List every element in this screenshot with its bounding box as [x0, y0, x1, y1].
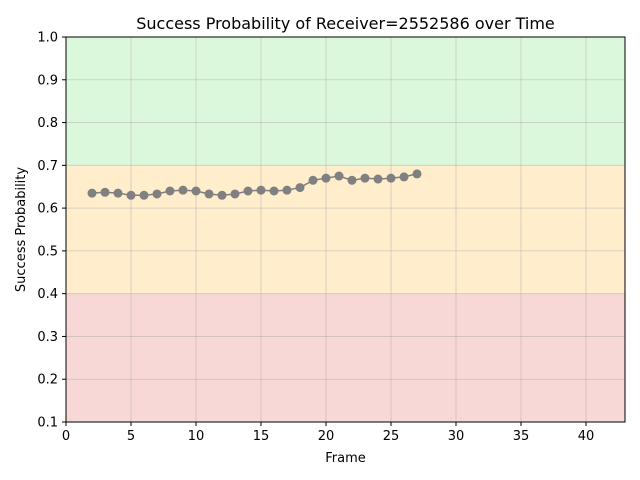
data-point	[191, 186, 201, 196]
data-point	[321, 173, 331, 183]
data-point	[230, 189, 240, 199]
y-tick-label: 0.1	[37, 416, 58, 431]
y-tick-label: 0.7	[37, 159, 58, 174]
data-point	[139, 190, 149, 200]
data-point	[152, 189, 162, 199]
x-axis-label: Frame	[325, 451, 366, 466]
data-point	[360, 173, 370, 183]
data-point	[269, 186, 279, 196]
y-tick-label: 0.8	[37, 116, 58, 131]
data-point	[243, 186, 253, 196]
y-axis-label: Success Probability	[14, 167, 29, 292]
chart-title: Success Probability of Receiver=2552586 …	[136, 14, 555, 33]
x-tick-label: 10	[188, 429, 205, 444]
band-0	[66, 293, 625, 422]
data-point	[334, 171, 344, 181]
data-point	[178, 185, 188, 195]
series-layer	[87, 169, 422, 200]
probability-bands	[66, 37, 625, 422]
x-tick-label: 25	[383, 429, 400, 444]
data-point	[87, 188, 97, 198]
y-tick-label: 0.4	[37, 287, 58, 302]
data-point	[204, 189, 214, 199]
y-tick-label: 1.0	[37, 31, 58, 46]
x-tick-label: 15	[253, 429, 270, 444]
x-tick-label: 40	[578, 429, 595, 444]
data-point	[165, 186, 175, 196]
band-2	[66, 37, 625, 166]
x-tick-label: 0	[62, 429, 70, 444]
x-tick-label: 35	[513, 429, 530, 444]
y-axis-ticks: 0.1 0.2 0.3 0.4 0.5 0.6 0.7 0.8 0.9 1.0	[37, 31, 66, 431]
y-tick-label: 0.5	[37, 244, 58, 259]
y-tick-label: 0.6	[37, 202, 58, 217]
gridlines	[65, 36, 625, 423]
y-tick-label: 0.2	[37, 373, 58, 388]
x-axis-ticks: 0 5 10 15 20 25 30 35 40	[62, 422, 594, 444]
data-point	[308, 175, 318, 185]
data-point	[282, 185, 292, 195]
data-point	[399, 172, 409, 182]
data-point	[347, 175, 357, 185]
data-point	[113, 188, 123, 198]
x-tick-label: 20	[318, 429, 335, 444]
data-point	[295, 183, 305, 193]
plot-frame	[65, 36, 626, 423]
data-point	[386, 173, 396, 183]
y-tick-label: 0.3	[37, 330, 58, 345]
x-tick-label: 5	[127, 429, 135, 444]
band-1	[66, 165, 625, 294]
data-point	[217, 190, 227, 200]
data-point	[256, 185, 266, 195]
y-tick-label: 0.9	[37, 73, 58, 88]
data-point	[100, 187, 110, 197]
x-tick-label: 30	[448, 429, 465, 444]
data-point	[126, 190, 136, 200]
data-point	[373, 174, 383, 184]
data-point	[412, 169, 422, 179]
